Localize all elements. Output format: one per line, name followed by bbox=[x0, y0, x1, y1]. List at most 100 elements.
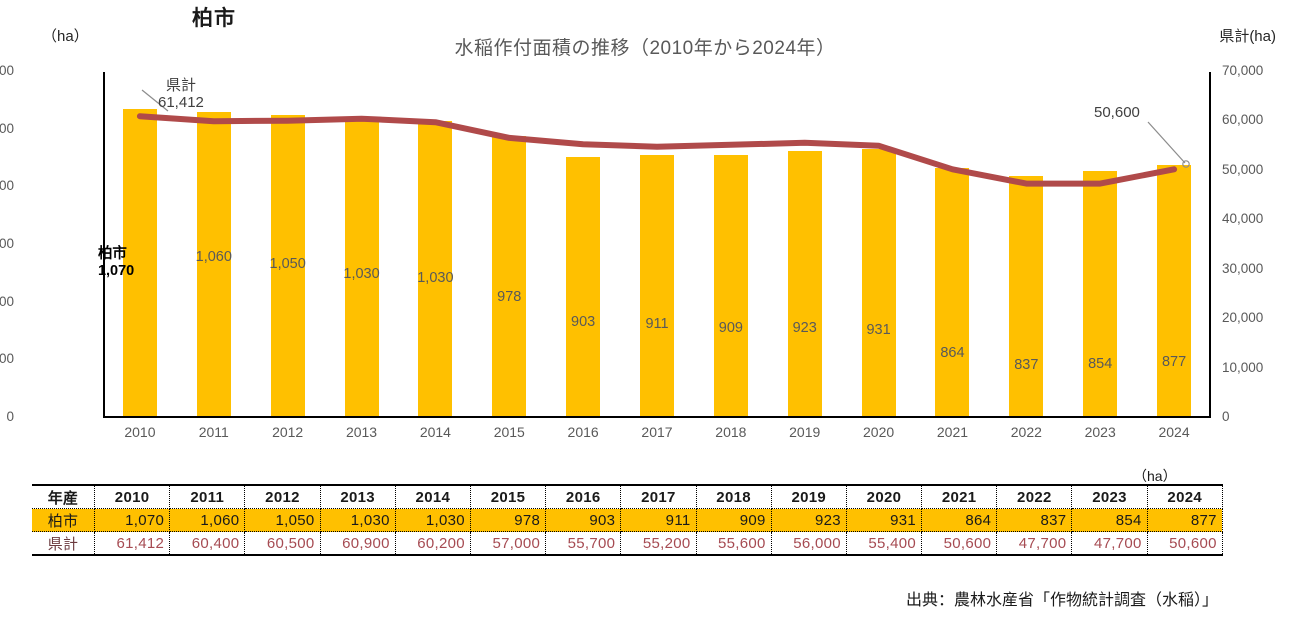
bar-value-2017: 911 bbox=[645, 315, 669, 332]
x-axis-tick-2021: 2021 bbox=[936, 424, 969, 440]
table-cell-kashiwa-2014: 1,030 bbox=[394, 508, 471, 532]
bar-value-2016: 903 bbox=[571, 314, 596, 331]
bar-2019 bbox=[787, 151, 822, 416]
right-axis-tick-label: 30,000 bbox=[1222, 260, 1264, 276]
callout-prefecture-2010: 県計 61,412 bbox=[158, 77, 204, 112]
table-cell-kashiwa-2012: 1,050 bbox=[244, 508, 321, 532]
table-row-prefecture: 県計 61,412 60,400 60,500 60,900 60,200 57,000 5… bbox=[32, 531, 1223, 556]
x-axis-tick-2016: 2016 bbox=[567, 424, 599, 440]
table-cell-prefecture-2012: 60,500 bbox=[244, 531, 321, 556]
left-axis-tick-label: 400 bbox=[0, 293, 14, 309]
table-cell-kashiwa-2017: 911 bbox=[620, 508, 697, 532]
x-axis-tick-2011: 2011 bbox=[198, 424, 229, 440]
table-cell-prefecture-2014: 60,200 bbox=[394, 531, 471, 556]
table-header-year: 2012 bbox=[244, 484, 321, 509]
table-header-year: 2023 bbox=[1071, 484, 1148, 509]
x-axis-tick-2024: 2024 bbox=[1158, 424, 1190, 440]
table-cell-kashiwa-2024: 877 bbox=[1146, 508, 1223, 532]
table-cell-prefecture-2023: 47,700 bbox=[1071, 531, 1148, 556]
table-cell-prefecture-2024: 50,600 bbox=[1146, 531, 1223, 556]
right-axis-unit-label: 県計(ha) bbox=[1219, 28, 1276, 45]
callout-prefecture-label: 県計 bbox=[165, 77, 196, 94]
table-header-rowlabel: 年産 bbox=[32, 484, 95, 509]
x-axis-tick-2010: 2010 bbox=[124, 424, 156, 440]
bar-2014 bbox=[418, 120, 453, 416]
table-header-year: 2024 bbox=[1146, 484, 1223, 509]
table-header-row: 年産 2010 2011 2012 2013 2014 2015 2016 2017 2018 2… bbox=[32, 484, 1223, 509]
bar-2016 bbox=[566, 157, 601, 416]
table-header-year: 2016 bbox=[545, 484, 622, 509]
table-header-year: 2010 bbox=[93, 484, 171, 509]
bar-value-2014: 1,030 bbox=[417, 269, 454, 286]
table-cell-prefecture-2017: 55,200 bbox=[620, 531, 697, 556]
left-axis-line bbox=[103, 72, 105, 418]
table-cell-prefecture-2016: 55,700 bbox=[545, 531, 622, 556]
table-cell-prefecture-2013: 60,900 bbox=[319, 531, 396, 556]
bar-value-2024: 877 bbox=[1161, 353, 1187, 370]
bar-value-2018: 909 bbox=[718, 320, 743, 337]
chart-title: 水稲作付面積の推移（2010年から2024年） bbox=[454, 38, 836, 59]
bar-value-2013: 1,030 bbox=[343, 265, 380, 282]
bar-2018 bbox=[713, 155, 748, 416]
x-axis-tick-2012: 2012 bbox=[272, 424, 304, 440]
table-cell-kashiwa-2021: 864 bbox=[921, 508, 998, 532]
bar-2020 bbox=[861, 149, 896, 416]
table-header-year: 2017 bbox=[620, 484, 697, 509]
x-axis-tick-2020: 2020 bbox=[863, 424, 895, 440]
bar-2021 bbox=[935, 168, 970, 416]
right-axis-tick-label: 10,000 bbox=[1222, 359, 1264, 375]
table-cell-prefecture-2010: 61,412 bbox=[93, 531, 171, 556]
right-axis-tick-label: 70,000 bbox=[1222, 63, 1264, 78]
table-cell-kashiwa-2019: 923 bbox=[770, 508, 847, 532]
right-axis-tick-label: 50,000 bbox=[1222, 161, 1264, 177]
left-axis-unit-label: （ha） bbox=[42, 28, 89, 45]
table-cell-kashiwa-2015: 978 bbox=[469, 508, 547, 532]
x-axis-line bbox=[103, 416, 1211, 418]
bar-value-2019: 923 bbox=[792, 320, 817, 337]
table-cell-prefecture-2015: 57,000 bbox=[469, 531, 547, 556]
table-cell-kashiwa-2020: 931 bbox=[845, 508, 923, 532]
bar-value-2012: 1,050 bbox=[269, 256, 306, 272]
table-cell-prefecture-2020: 55,400 bbox=[845, 531, 923, 556]
right-axis-tick-label: 20,000 bbox=[1222, 310, 1264, 326]
bar-value-2023: 854 bbox=[1088, 356, 1113, 373]
left-axis-tick-label: 0 bbox=[6, 409, 14, 424]
table-header-year: 2011 bbox=[169, 484, 246, 509]
table-cell-kashiwa-2018: 909 bbox=[695, 508, 772, 532]
x-axis-tick-2018: 2018 bbox=[715, 424, 747, 440]
table-cell-kashiwa-2022: 837 bbox=[996, 508, 1073, 532]
table-header-year: 2021 bbox=[921, 484, 998, 509]
table-cell-kashiwa-2016: 903 bbox=[545, 508, 622, 532]
left-axis-tick-label: 1,200 bbox=[0, 63, 14, 78]
right-axis-line bbox=[1209, 72, 1211, 418]
table-cell-prefecture-2021: 50,600 bbox=[921, 531, 998, 556]
bar-2024 bbox=[1157, 164, 1192, 416]
bar-2015 bbox=[492, 135, 527, 416]
city-heading: 柏市 bbox=[192, 7, 236, 30]
bar-value-2010: 1,070 bbox=[97, 263, 135, 280]
bar-value-2020: 931 bbox=[866, 322, 891, 339]
callout-prefecture-value: 61,412 bbox=[158, 94, 204, 112]
x-axis-tick-2015: 2015 bbox=[493, 424, 525, 440]
table-rowlabel-prefecture: 県計 bbox=[32, 531, 95, 556]
source-note: 出典：農林水産省「作物統計調査（水稲）」 bbox=[906, 592, 1219, 609]
table-header-year: 2018 bbox=[695, 484, 772, 509]
x-axis-tick-2023: 2023 bbox=[1084, 424, 1116, 440]
table-header-year: 2020 bbox=[845, 484, 923, 509]
bar-2017 bbox=[640, 154, 674, 416]
table-cell-kashiwa-2010: 1,070 bbox=[93, 508, 171, 532]
table-cell-kashiwa-2023: 854 bbox=[1071, 508, 1148, 532]
table-unit-label: （ha） bbox=[1133, 468, 1177, 484]
bar-value-2015: 978 bbox=[497, 288, 522, 305]
right-axis-tick-label: 60,000 bbox=[1222, 112, 1264, 128]
table-cell-prefecture-2018: 55,600 bbox=[695, 531, 772, 556]
table-cell-kashiwa-2013: 1,030 bbox=[319, 508, 396, 532]
table-header-year: 2013 bbox=[319, 484, 396, 509]
table-cell-kashiwa-2011: 1,060 bbox=[169, 508, 246, 532]
x-axis-tick-2022: 2022 bbox=[1010, 424, 1042, 440]
bar-value-2021: 864 bbox=[940, 345, 965, 362]
inline-legend-kashiwa: 柏市 bbox=[97, 246, 127, 263]
table-cell-prefecture-2022: 47,700 bbox=[996, 531, 1073, 556]
table-header-year: 2015 bbox=[469, 484, 547, 509]
table-row-kashiwa: 柏市 1,070 1,060 1,050 1,030 1,030 978 903 911 909… bbox=[32, 508, 1223, 532]
